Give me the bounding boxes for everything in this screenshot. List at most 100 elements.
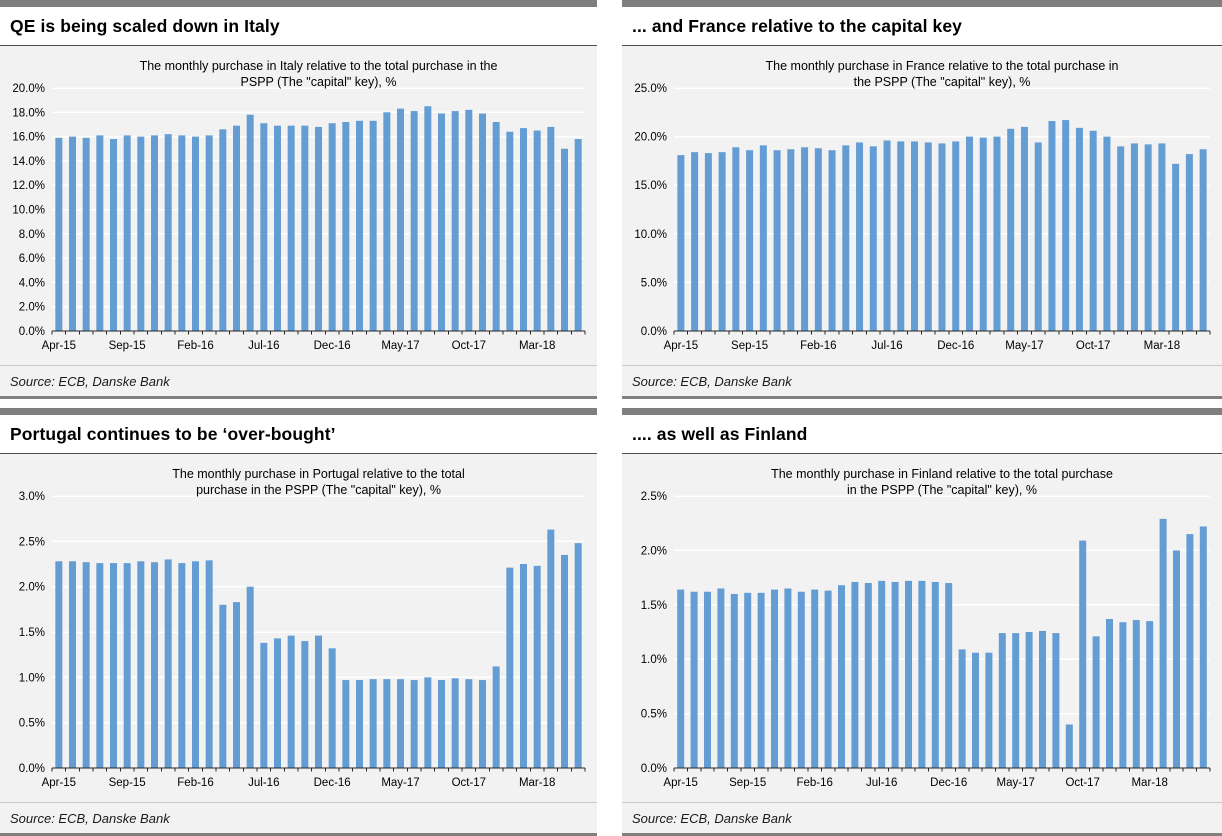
x-axis-tick-label: Sep-15 xyxy=(731,340,768,352)
bar-Sep-15 xyxy=(123,563,131,768)
bar-Apr-16 xyxy=(219,129,227,331)
chart-title-line1: The monthly purchase in Portugal relativ… xyxy=(172,467,465,481)
y-axis-tick-label: 18.0% xyxy=(12,107,45,119)
bar-Feb-16 xyxy=(192,561,199,768)
bar-Nov-16 xyxy=(315,126,322,331)
bar-Jul-18 xyxy=(1199,526,1207,768)
bar-Nov-15 xyxy=(151,135,158,331)
y-axis-tick-label: 1.5% xyxy=(19,627,45,639)
source-divider xyxy=(622,802,1222,803)
bar-May-18 xyxy=(561,148,568,331)
bar-Feb-17 xyxy=(972,652,979,768)
bar-chart-svg: 0.0% 0.5% 1.0% 1.5% 2.0% 2.5% The monthly purc… xyxy=(641,467,1211,789)
bar-Aug-16 xyxy=(897,141,905,331)
bar-Jun-17 xyxy=(410,680,418,768)
bar-May-18 xyxy=(1185,154,1193,331)
y-axis-tick-label: 0.5% xyxy=(641,709,667,721)
panel-bottom-rule xyxy=(622,396,1222,399)
bar-Feb-16 xyxy=(814,148,822,331)
bar-Dec-16 xyxy=(328,648,336,768)
bar-Mar-16 xyxy=(824,590,832,768)
bar-Nov-17 xyxy=(1092,636,1100,768)
y-axis-tick-label: 2.5% xyxy=(19,536,45,548)
x-axis-tick-label: Oct-17 xyxy=(452,777,487,789)
bar-Sep-15 xyxy=(744,592,752,768)
bar-Dec-16 xyxy=(952,141,960,331)
x-axis-tick-label: Jul-16 xyxy=(871,340,902,352)
bar-Mar-18 xyxy=(1158,143,1166,331)
bar-Sep-17 xyxy=(451,111,459,332)
chart-title-line1: The monthly purchase in Italy relative t… xyxy=(140,59,498,73)
panel-top-rule xyxy=(0,408,597,415)
bar-Jan-18 xyxy=(506,567,514,768)
bar-May-17 xyxy=(397,108,404,331)
y-axis-tick-label: 8.0% xyxy=(19,229,45,241)
source-divider xyxy=(0,802,597,803)
bar-Jun-18 xyxy=(574,543,582,768)
bar-Oct-16 xyxy=(301,641,309,768)
bar-Oct-16 xyxy=(918,580,926,768)
bar-Mar-17 xyxy=(369,120,377,332)
x-axis-tick-label: May-17 xyxy=(381,777,419,789)
bar-Mar-16 xyxy=(828,150,836,331)
bar-Aug-17 xyxy=(1052,633,1060,768)
bar-Jun-16 xyxy=(246,114,254,331)
chart-italy: 0.0% 2.0% 4.0% 6.0% 8.0% 10.0% 12.0% 14.0% 16.0%… xyxy=(0,46,597,365)
bar-Jun-17 xyxy=(1025,632,1033,768)
panel-italy: QE is being scaled down in Italy 0.0% 2.0… xyxy=(0,0,597,399)
bar-Nov-16 xyxy=(938,143,946,331)
bar-Oct-15 xyxy=(759,145,767,331)
x-axis-tick-label: Dec-16 xyxy=(937,340,974,352)
bar-Oct-15 xyxy=(757,592,765,768)
bar-Mar-17 xyxy=(369,679,377,768)
bar-May-17 xyxy=(1012,633,1020,768)
panel-header: Portugal continues to be ‘over-bought’ xyxy=(0,415,597,454)
y-axis-tick-label: 20.0% xyxy=(634,132,667,144)
bar-Jan-16 xyxy=(801,147,809,331)
bar-Dec-16 xyxy=(328,123,336,331)
bar-Apr-15 xyxy=(677,589,685,768)
panel-france: ... and France relative to the capital k… xyxy=(622,0,1222,399)
bar-Apr-17 xyxy=(383,112,391,331)
bar-May-15 xyxy=(690,591,698,768)
bar-Sep-17 xyxy=(1075,127,1083,332)
bar-Nov-15 xyxy=(151,562,158,768)
bar-Aug-15 xyxy=(110,139,117,331)
bar-Dec-15 xyxy=(787,149,795,331)
bar-Dec-17 xyxy=(492,122,500,332)
bar-May-15 xyxy=(691,152,699,331)
bar-Jun-18 xyxy=(1186,534,1194,768)
bar-Feb-16 xyxy=(811,589,819,768)
bar-Jun-15 xyxy=(82,562,90,768)
bar-Jan-18 xyxy=(1130,143,1138,331)
bar-Jul-17 xyxy=(1048,121,1056,331)
bar-Feb-17 xyxy=(356,120,363,332)
bar-Apr-15 xyxy=(55,561,63,768)
y-axis-tick-label: 0.0% xyxy=(641,326,667,338)
y-axis-tick-label: 16.0% xyxy=(12,132,45,144)
bar-Sep-16 xyxy=(287,635,295,768)
bar-Apr-17 xyxy=(998,633,1006,768)
chart-france: 0.0% 5.0% 10.0% 15.0% 20.0% 25.0% The monthly … xyxy=(622,46,1222,365)
y-axis-tick-label: 10.0% xyxy=(12,205,45,217)
x-axis-tick-label: Jul-16 xyxy=(866,777,897,789)
bar-Mar-17 xyxy=(993,136,1001,331)
bar-Apr-15 xyxy=(677,155,685,331)
bar-Apr-18 xyxy=(547,529,555,768)
bar-Dec-16 xyxy=(945,583,953,768)
bar-Apr-18 xyxy=(1159,518,1167,768)
y-axis-tick-label: 10.0% xyxy=(634,229,667,241)
panel-portugal: Portugal continues to be ‘over-bought’ 0… xyxy=(0,408,597,836)
bar-May-16 xyxy=(851,581,859,768)
x-axis-tick-label: Jul-16 xyxy=(248,777,279,789)
bar-May-17 xyxy=(1020,126,1028,331)
y-axis-tick-label: 0.0% xyxy=(641,763,667,775)
bar-Jul-15 xyxy=(718,152,726,331)
source-note: Source: ECB, Danske Bank xyxy=(0,366,597,396)
bar-Apr-16 xyxy=(838,585,845,768)
x-axis-tick-label: Dec-16 xyxy=(314,777,351,789)
bar-May-15 xyxy=(69,136,76,331)
bar-Jan-18 xyxy=(1119,622,1127,768)
bar-Jun-16 xyxy=(864,583,872,768)
bar-Sep-16 xyxy=(287,125,295,331)
